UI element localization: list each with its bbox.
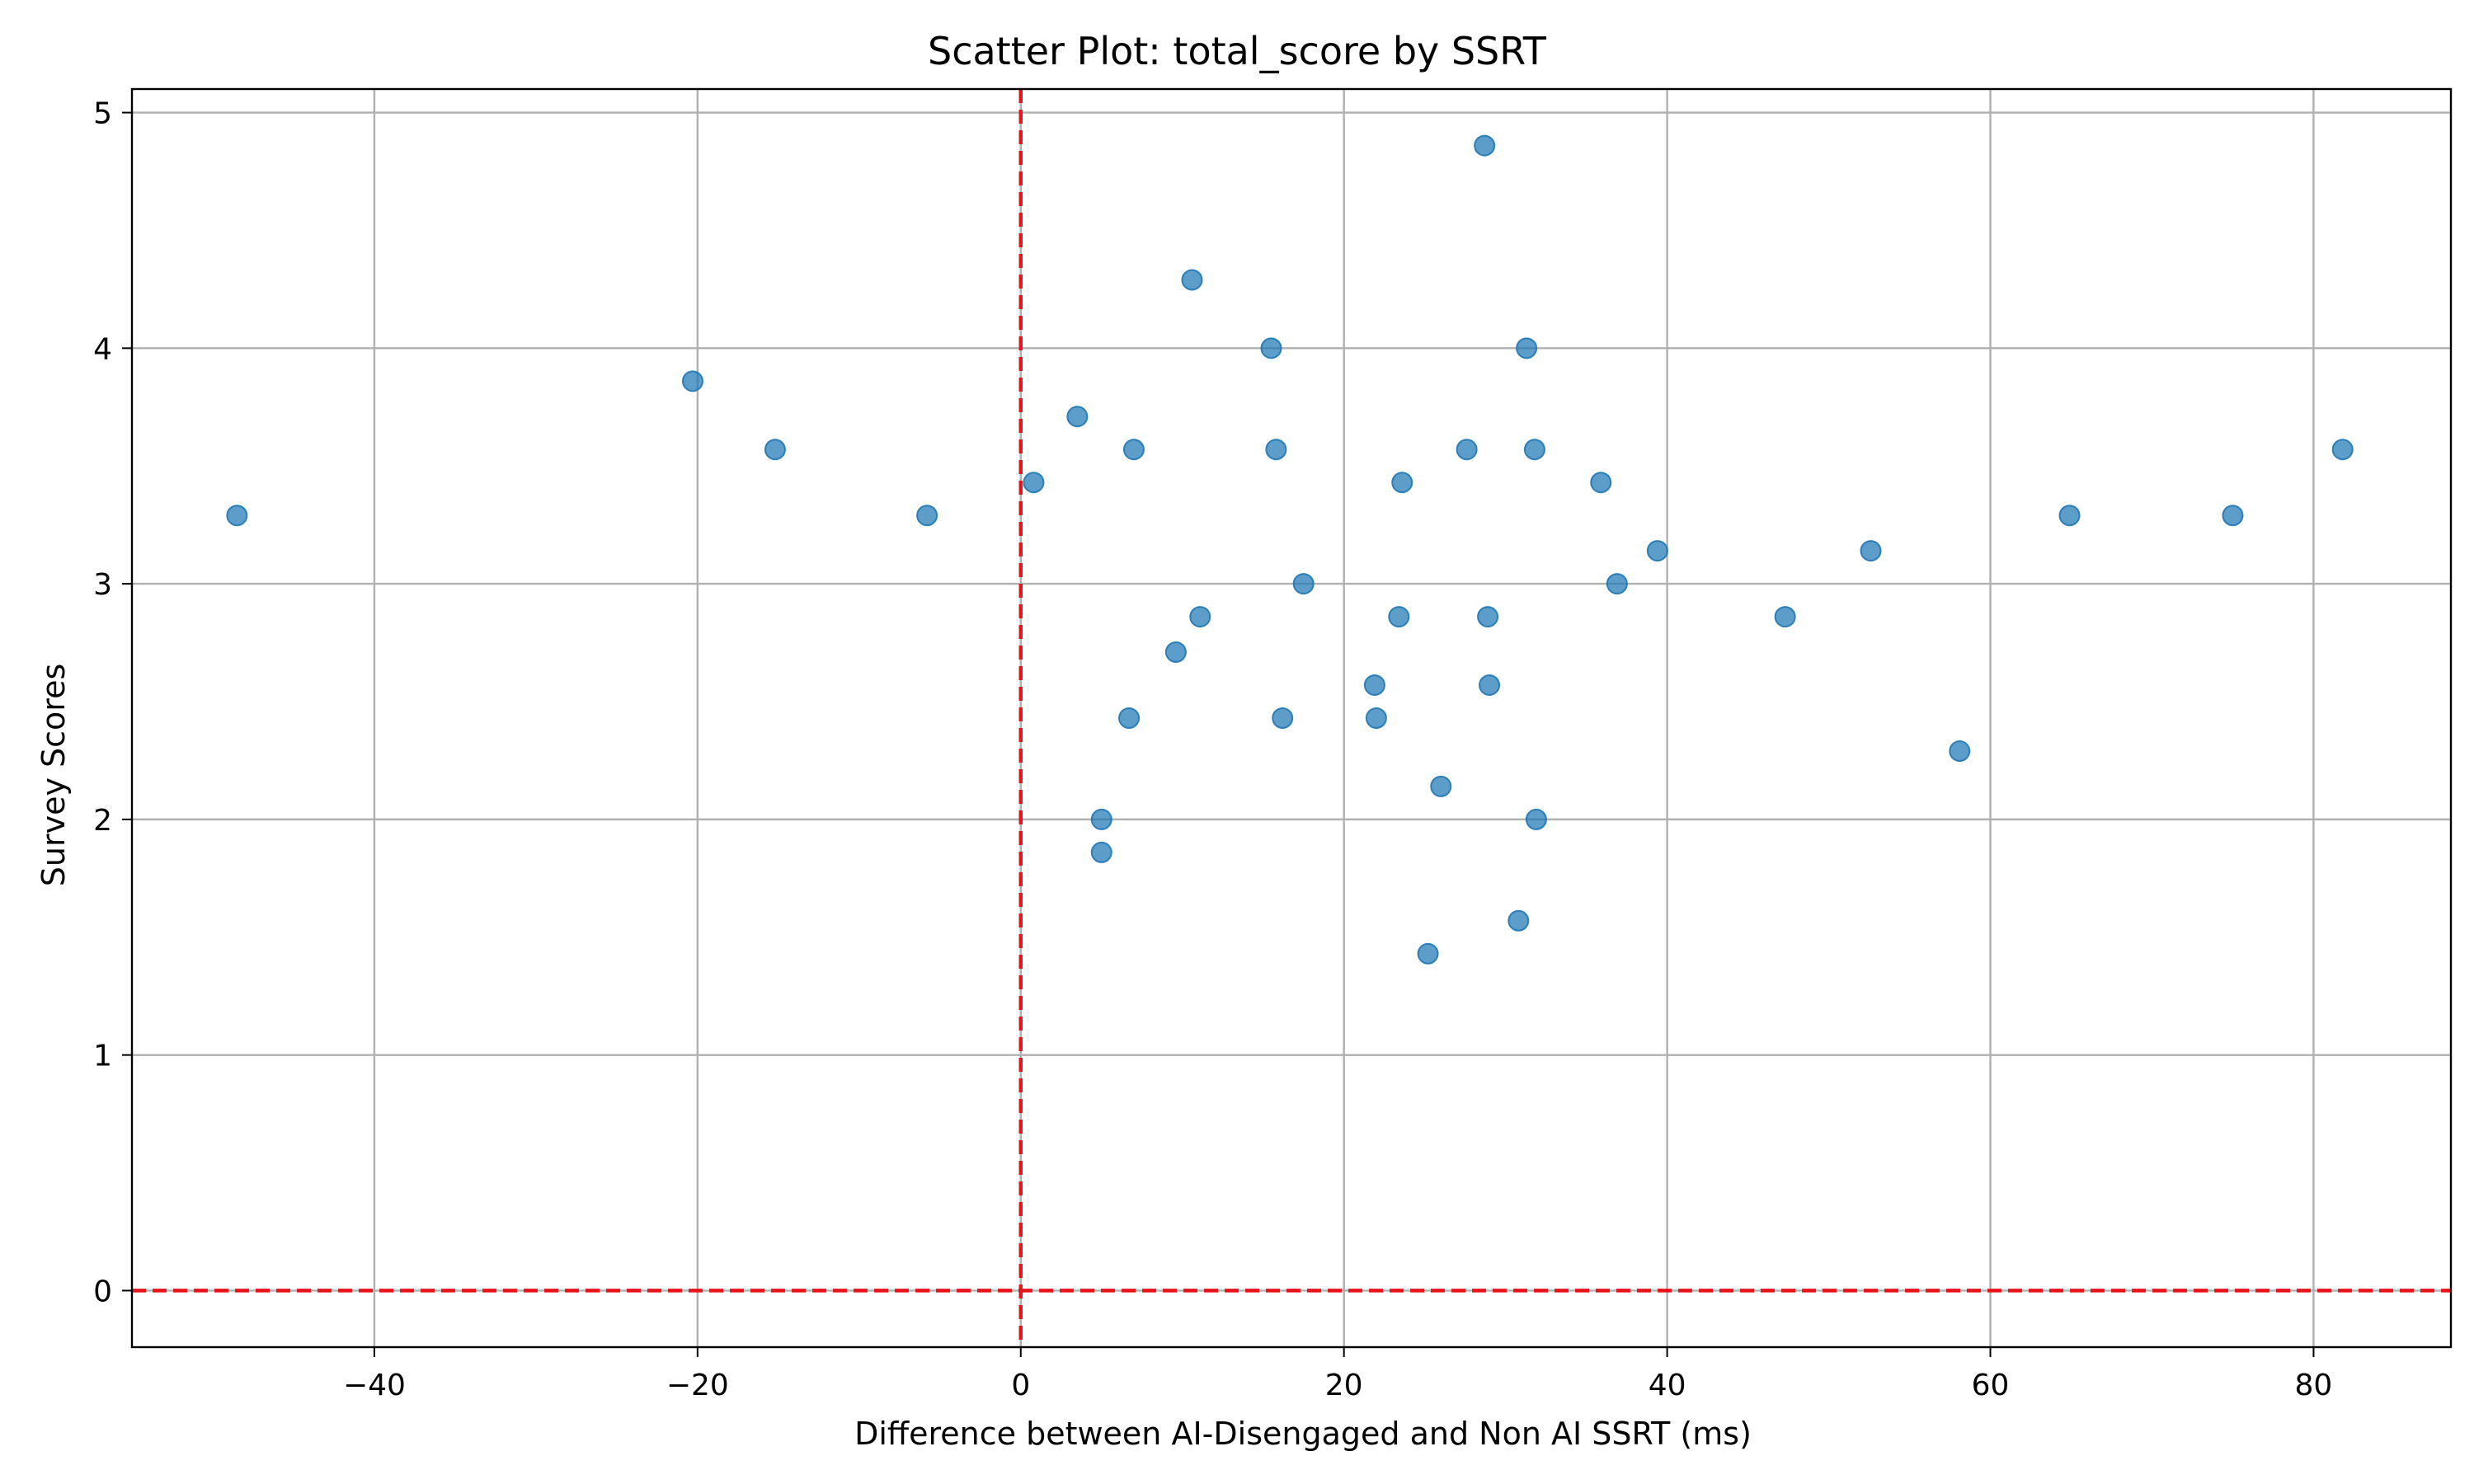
x-tick-label: −40	[343, 1369, 406, 1402]
scatter-point	[1122, 439, 1145, 461]
scatter-point	[1479, 674, 1501, 696]
scatter-point	[1164, 641, 1187, 663]
scatter-point	[1090, 808, 1112, 830]
scatter-point	[1860, 540, 1882, 562]
y-tick-label: 3	[93, 568, 112, 602]
x-axis-label: Difference between AI-Disengaged and Non…	[854, 1416, 1752, 1452]
scatter-point	[1606, 573, 1628, 595]
scatter-point	[1090, 841, 1112, 863]
scatter-point	[1525, 808, 1547, 830]
y-tick-label: 2	[93, 804, 112, 838]
y-tick-label: 4	[93, 332, 112, 366]
x-tick-label: −20	[666, 1369, 729, 1402]
scatter-point	[1066, 406, 1089, 428]
scatter-point	[1388, 606, 1410, 628]
scatter-point	[916, 505, 938, 527]
scatter-point	[2058, 505, 2081, 527]
scatter-point	[681, 370, 703, 392]
scatter-point	[1474, 134, 1496, 157]
scatter-point	[1477, 606, 1499, 628]
grid	[132, 89, 2451, 1347]
x-tick-label: 40	[1649, 1369, 1686, 1402]
scatter-point	[1118, 707, 1141, 729]
scatter-point	[226, 505, 248, 527]
x-tick-label: 80	[2295, 1369, 2333, 1402]
scatter-point	[1189, 606, 1211, 628]
x-tick-label: 20	[1325, 1369, 1363, 1402]
y-tick-label: 0	[93, 1275, 112, 1308]
scatter-point	[2222, 505, 2244, 527]
x-tick-label: 60	[1972, 1369, 2010, 1402]
scatter-point	[764, 439, 786, 461]
ticks: −40 −20 0 20 40 60 80 0 1 2 3 4 5	[93, 97, 2332, 1402]
scatter-point	[1391, 472, 1413, 494]
chart-title: Scatter Plot: total_score by SSRT	[928, 29, 1547, 73]
scatter-point	[1265, 439, 1287, 461]
scatter-point	[1292, 573, 1315, 595]
scatter-point	[1272, 707, 1294, 729]
scatter-point	[1949, 740, 1971, 763]
scatter-point	[1363, 674, 1385, 696]
scatter-point	[1430, 775, 1452, 797]
scatter-point	[2331, 439, 2354, 461]
scatter-point	[1260, 337, 1282, 359]
scatter-point	[1523, 439, 1545, 461]
y-tick-label: 1	[93, 1040, 112, 1073]
reference-lines	[132, 89, 2451, 1347]
scatter-point	[1774, 606, 1796, 628]
scatter-point	[1590, 472, 1612, 494]
scatter-point	[1507, 909, 1530, 932]
data-points	[226, 134, 2354, 965]
scatter-point	[1646, 540, 1668, 562]
plot-frame	[130, 87, 2453, 1349]
scatter-point	[1417, 942, 1439, 965]
scatter-point	[1365, 707, 1387, 729]
scatter-point	[1456, 439, 1478, 461]
x-tick-label: 0	[1011, 1369, 1030, 1402]
y-tick-label: 5	[93, 97, 112, 131]
scatter-point	[1516, 337, 1538, 359]
scatter-point	[1181, 269, 1203, 291]
scatter-point	[1023, 472, 1045, 494]
y-axis-label: Survey Scores	[35, 664, 72, 887]
